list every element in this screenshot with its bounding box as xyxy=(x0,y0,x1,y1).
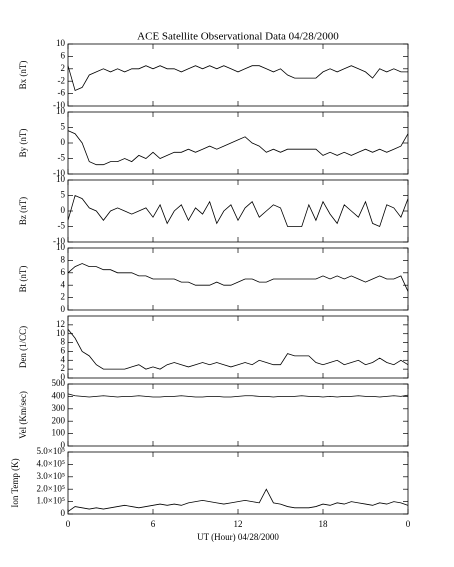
y-tick-label: 10 xyxy=(56,174,66,184)
y-tick-label: 200 xyxy=(52,415,66,425)
data-line xyxy=(67,329,409,370)
y-axis-label: Bt (nT) xyxy=(18,266,28,293)
y-tick-label: 5 xyxy=(61,190,66,200)
y-axis-label: Ion Temp (K) xyxy=(10,458,20,507)
y-tick-label: -6 xyxy=(58,88,66,98)
y-tick-label: 5 xyxy=(61,122,66,132)
y-axis-label: Vel (Km/sec) xyxy=(18,391,28,439)
data-line xyxy=(67,65,408,92)
y-tick-label: 300 xyxy=(52,403,66,413)
y-tick-label: 2 xyxy=(61,363,66,373)
y-tick-label: 0 xyxy=(61,440,66,450)
y-axis-label: Bx (nT) xyxy=(18,61,28,90)
y-axis-label: Bz (nT) xyxy=(18,197,28,225)
y-tick-label: 3.0×10⁵ xyxy=(37,471,65,481)
y-tick-label: 10 xyxy=(56,38,66,48)
y-tick-label: 10 xyxy=(56,242,66,252)
y-tick-label: 2.0×10⁵ xyxy=(37,483,65,493)
y-tick-label: 0 xyxy=(61,304,66,314)
y-tick-label: -5 xyxy=(58,153,66,163)
x-tick-label: 0 xyxy=(66,519,71,529)
y-tick-label: 2 xyxy=(61,63,66,73)
y-tick-label: 6 xyxy=(61,267,66,277)
y-tick-label: 12 xyxy=(56,319,65,329)
data-line xyxy=(67,194,409,228)
y-tick-label: 10 xyxy=(56,328,66,338)
data-line xyxy=(67,488,409,512)
data-line xyxy=(67,263,409,292)
x-tick-label: 6 xyxy=(151,519,156,529)
x-axis-label: UT (Hour) 04/28/2000 xyxy=(197,532,279,542)
data-line xyxy=(67,393,409,398)
y-tick-label: -5 xyxy=(58,221,66,231)
data-line xyxy=(67,130,409,166)
y-tick-label: 6 xyxy=(61,50,66,60)
y-tick-label: 0 xyxy=(61,508,66,518)
y-tick-label: 500 xyxy=(52,378,66,388)
y-tick-label: 0 xyxy=(61,205,66,215)
y-tick-label: 0 xyxy=(61,137,66,147)
y-tick-label: 4.0×10⁵ xyxy=(37,458,65,468)
y-axis-label: By (nT) xyxy=(18,129,28,158)
y-tick-label: 0 xyxy=(61,372,66,382)
x-tick-label: 18 xyxy=(319,519,329,529)
y-tick-label: 400 xyxy=(52,390,66,400)
y-tick-label: -10 xyxy=(53,100,65,110)
x-tick-label: 0 xyxy=(406,519,411,529)
y-tick-label: 100 xyxy=(52,428,66,438)
y-tick-label: 10 xyxy=(56,106,66,116)
y-axis-label: Den (1/CC) xyxy=(18,326,28,368)
y-tick-label: -10 xyxy=(53,236,65,246)
y-tick-label: -2 xyxy=(58,75,66,85)
y-tick-label: 8 xyxy=(61,254,66,264)
y-tick-label: 4 xyxy=(61,354,66,364)
y-tick-label: 5.0×10⁵ xyxy=(37,446,65,456)
y-tick-label: 1.0×10⁵ xyxy=(37,496,65,506)
chart-title: ACE Satellite Observational Data 04/28/2… xyxy=(137,31,339,43)
x-tick-label: 12 xyxy=(234,519,243,529)
y-tick-label: 4 xyxy=(61,279,66,289)
y-tick-label: 6 xyxy=(61,345,66,355)
y-tick-label: 8 xyxy=(61,337,66,347)
y-tick-label: 2 xyxy=(61,292,66,302)
y-tick-label: -10 xyxy=(53,168,65,178)
